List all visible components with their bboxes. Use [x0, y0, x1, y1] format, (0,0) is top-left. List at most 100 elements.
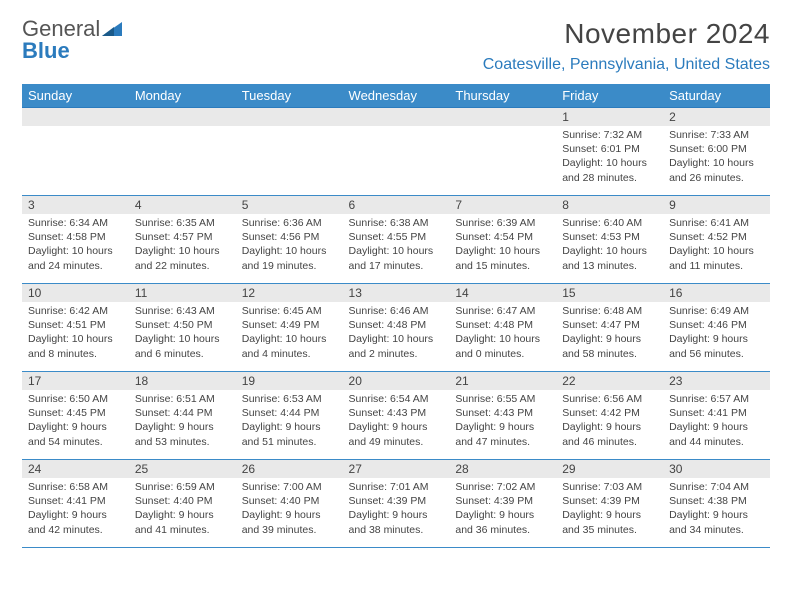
calendar-day-cell: 28Sunrise: 7:02 AMSunset: 4:39 PMDayligh… [449, 460, 556, 548]
calendar-empty-cell [343, 108, 450, 196]
sunset-line: Sunset: 4:57 PM [135, 230, 230, 244]
sunset-line: Sunset: 6:00 PM [669, 142, 764, 156]
calendar-day-cell: 16Sunrise: 6:49 AMSunset: 4:46 PMDayligh… [663, 284, 770, 372]
calendar-day-cell: 23Sunrise: 6:57 AMSunset: 4:41 PMDayligh… [663, 372, 770, 460]
day-number: 14 [449, 284, 556, 302]
day-details: Sunrise: 6:36 AMSunset: 4:56 PMDaylight:… [236, 214, 343, 277]
sunset-line: Sunset: 4:41 PM [669, 406, 764, 420]
day-details [343, 126, 450, 186]
sunrise-line: Sunrise: 6:35 AM [135, 216, 230, 230]
sunset-line: Sunset: 4:44 PM [242, 406, 337, 420]
day-number [129, 108, 236, 126]
sunset-line: Sunset: 4:51 PM [28, 318, 123, 332]
day-number: 19 [236, 372, 343, 390]
day-details [236, 126, 343, 186]
day-details: Sunrise: 6:50 AMSunset: 4:45 PMDaylight:… [22, 390, 129, 453]
daylight-line: Daylight: 9 hours and 41 minutes. [135, 508, 230, 536]
day-number: 28 [449, 460, 556, 478]
weekday-header-row: SundayMondayTuesdayWednesdayThursdayFrid… [22, 84, 770, 108]
daylight-line: Daylight: 10 hours and 4 minutes. [242, 332, 337, 360]
calendar-week-row: 24Sunrise: 6:58 AMSunset: 4:41 PMDayligh… [22, 460, 770, 548]
daylight-line: Daylight: 9 hours and 34 minutes. [669, 508, 764, 536]
calendar-day-cell: 5Sunrise: 6:36 AMSunset: 4:56 PMDaylight… [236, 196, 343, 284]
daylight-line: Daylight: 10 hours and 6 minutes. [135, 332, 230, 360]
weekday-header: Tuesday [236, 84, 343, 108]
daylight-line: Daylight: 9 hours and 54 minutes. [28, 420, 123, 448]
daylight-line: Daylight: 9 hours and 58 minutes. [562, 332, 657, 360]
day-details: Sunrise: 6:38 AMSunset: 4:55 PMDaylight:… [343, 214, 450, 277]
calendar-week-row: 10Sunrise: 6:42 AMSunset: 4:51 PMDayligh… [22, 284, 770, 372]
day-details: Sunrise: 6:49 AMSunset: 4:46 PMDaylight:… [663, 302, 770, 365]
daylight-line: Daylight: 10 hours and 8 minutes. [28, 332, 123, 360]
day-number: 25 [129, 460, 236, 478]
calendar-day-cell: 15Sunrise: 6:48 AMSunset: 4:47 PMDayligh… [556, 284, 663, 372]
calendar-day-cell: 25Sunrise: 6:59 AMSunset: 4:40 PMDayligh… [129, 460, 236, 548]
daylight-line: Daylight: 9 hours and 49 minutes. [349, 420, 444, 448]
day-details: Sunrise: 6:59 AMSunset: 4:40 PMDaylight:… [129, 478, 236, 541]
day-details: Sunrise: 6:58 AMSunset: 4:41 PMDaylight:… [22, 478, 129, 541]
calendar-day-cell: 26Sunrise: 7:00 AMSunset: 4:40 PMDayligh… [236, 460, 343, 548]
day-details: Sunrise: 7:03 AMSunset: 4:39 PMDaylight:… [556, 478, 663, 541]
sunset-line: Sunset: 4:39 PM [349, 494, 444, 508]
day-details: Sunrise: 7:33 AMSunset: 6:00 PMDaylight:… [663, 126, 770, 189]
daylight-line: Daylight: 9 hours and 39 minutes. [242, 508, 337, 536]
sunset-line: Sunset: 4:48 PM [455, 318, 550, 332]
weekday-header: Sunday [22, 84, 129, 108]
location-text: Coatesville, Pennsylvania, United States [483, 56, 770, 74]
calendar-day-cell: 7Sunrise: 6:39 AMSunset: 4:54 PMDaylight… [449, 196, 556, 284]
day-number: 4 [129, 196, 236, 214]
calendar-day-cell: 13Sunrise: 6:46 AMSunset: 4:48 PMDayligh… [343, 284, 450, 372]
day-details: Sunrise: 6:45 AMSunset: 4:49 PMDaylight:… [236, 302, 343, 365]
day-number: 30 [663, 460, 770, 478]
calendar-week-row: 3Sunrise: 6:34 AMSunset: 4:58 PMDaylight… [22, 196, 770, 284]
calendar-day-cell: 4 Sunrise: 6:35 AMSunset: 4:57 PMDaylight… [129, 196, 236, 284]
day-number: 17 [22, 372, 129, 390]
sunrise-line: Sunrise: 6:51 AM [135, 392, 230, 406]
calendar-day-cell: 8Sunrise: 6:40 AMSunset: 4:53 PMDaylight… [556, 196, 663, 284]
weekday-header: Saturday [663, 84, 770, 108]
day-number: 23 [663, 372, 770, 390]
sunset-line: Sunset: 4:43 PM [349, 406, 444, 420]
day-details: Sunrise: 7:02 AMSunset: 4:39 PMDaylight:… [449, 478, 556, 541]
calendar-day-cell: 9Sunrise: 6:41 AMSunset: 4:52 PMDaylight… [663, 196, 770, 284]
day-number: 26 [236, 460, 343, 478]
day-number: 12 [236, 284, 343, 302]
day-details: Sunrise: 6:47 AMSunset: 4:48 PMDaylight:… [449, 302, 556, 365]
sunrise-line: Sunrise: 6:46 AM [349, 304, 444, 318]
sunrise-line: Sunrise: 6:41 AM [669, 216, 764, 230]
calendar-day-cell: 18Sunrise: 6:51 AMSunset: 4:44 PMDayligh… [129, 372, 236, 460]
daylight-line: Daylight: 9 hours and 56 minutes. [669, 332, 764, 360]
sunrise-line: Sunrise: 6:39 AM [455, 216, 550, 230]
sunset-line: Sunset: 4:39 PM [455, 494, 550, 508]
sunset-line: Sunset: 4:56 PM [242, 230, 337, 244]
day-number: 6 [343, 196, 450, 214]
daylight-line: Daylight: 10 hours and 22 minutes. [135, 244, 230, 272]
day-details: Sunrise: 6:46 AMSunset: 4:48 PMDaylight:… [343, 302, 450, 365]
daylight-line: Daylight: 9 hours and 53 minutes. [135, 420, 230, 448]
calendar-empty-cell [129, 108, 236, 196]
sunset-line: Sunset: 4:43 PM [455, 406, 550, 420]
calendar-day-cell: 19Sunrise: 6:53 AMSunset: 4:44 PMDayligh… [236, 372, 343, 460]
day-number: 27 [343, 460, 450, 478]
sunset-line: Sunset: 4:45 PM [28, 406, 123, 420]
calendar-day-cell: 11Sunrise: 6:43 AMSunset: 4:50 PMDayligh… [129, 284, 236, 372]
day-number [343, 108, 450, 126]
day-details: Sunrise: 7:04 AMSunset: 4:38 PMDaylight:… [663, 478, 770, 541]
sunset-line: Sunset: 4:48 PM [349, 318, 444, 332]
calendar-day-cell: 6Sunrise: 6:38 AMSunset: 4:55 PMDaylight… [343, 196, 450, 284]
day-details: Sunrise: 6:53 AMSunset: 4:44 PMDaylight:… [236, 390, 343, 453]
day-number: 21 [449, 372, 556, 390]
calendar-day-cell: 29Sunrise: 7:03 AMSunset: 4:39 PMDayligh… [556, 460, 663, 548]
day-details: Sunrise: 7:01 AMSunset: 4:39 PMDaylight:… [343, 478, 450, 541]
day-details: Sunrise: 6:42 AMSunset: 4:51 PMDaylight:… [22, 302, 129, 365]
sunrise-line: Sunrise: 6:53 AM [242, 392, 337, 406]
daylight-line: Daylight: 9 hours and 51 minutes. [242, 420, 337, 448]
calendar-day-cell: 2Sunrise: 7:33 AMSunset: 6:00 PMDaylight… [663, 108, 770, 196]
day-details: Sunrise: 6:57 AMSunset: 4:41 PMDaylight:… [663, 390, 770, 453]
calendar-empty-cell [449, 108, 556, 196]
title-block: November 2024 Coatesville, Pennsylvania,… [483, 18, 770, 74]
day-number [22, 108, 129, 126]
sunset-line: Sunset: 4:54 PM [455, 230, 550, 244]
daylight-line: Daylight: 10 hours and 11 minutes. [669, 244, 764, 272]
day-details: Sunrise: 6:39 AMSunset: 4:54 PMDaylight:… [449, 214, 556, 277]
